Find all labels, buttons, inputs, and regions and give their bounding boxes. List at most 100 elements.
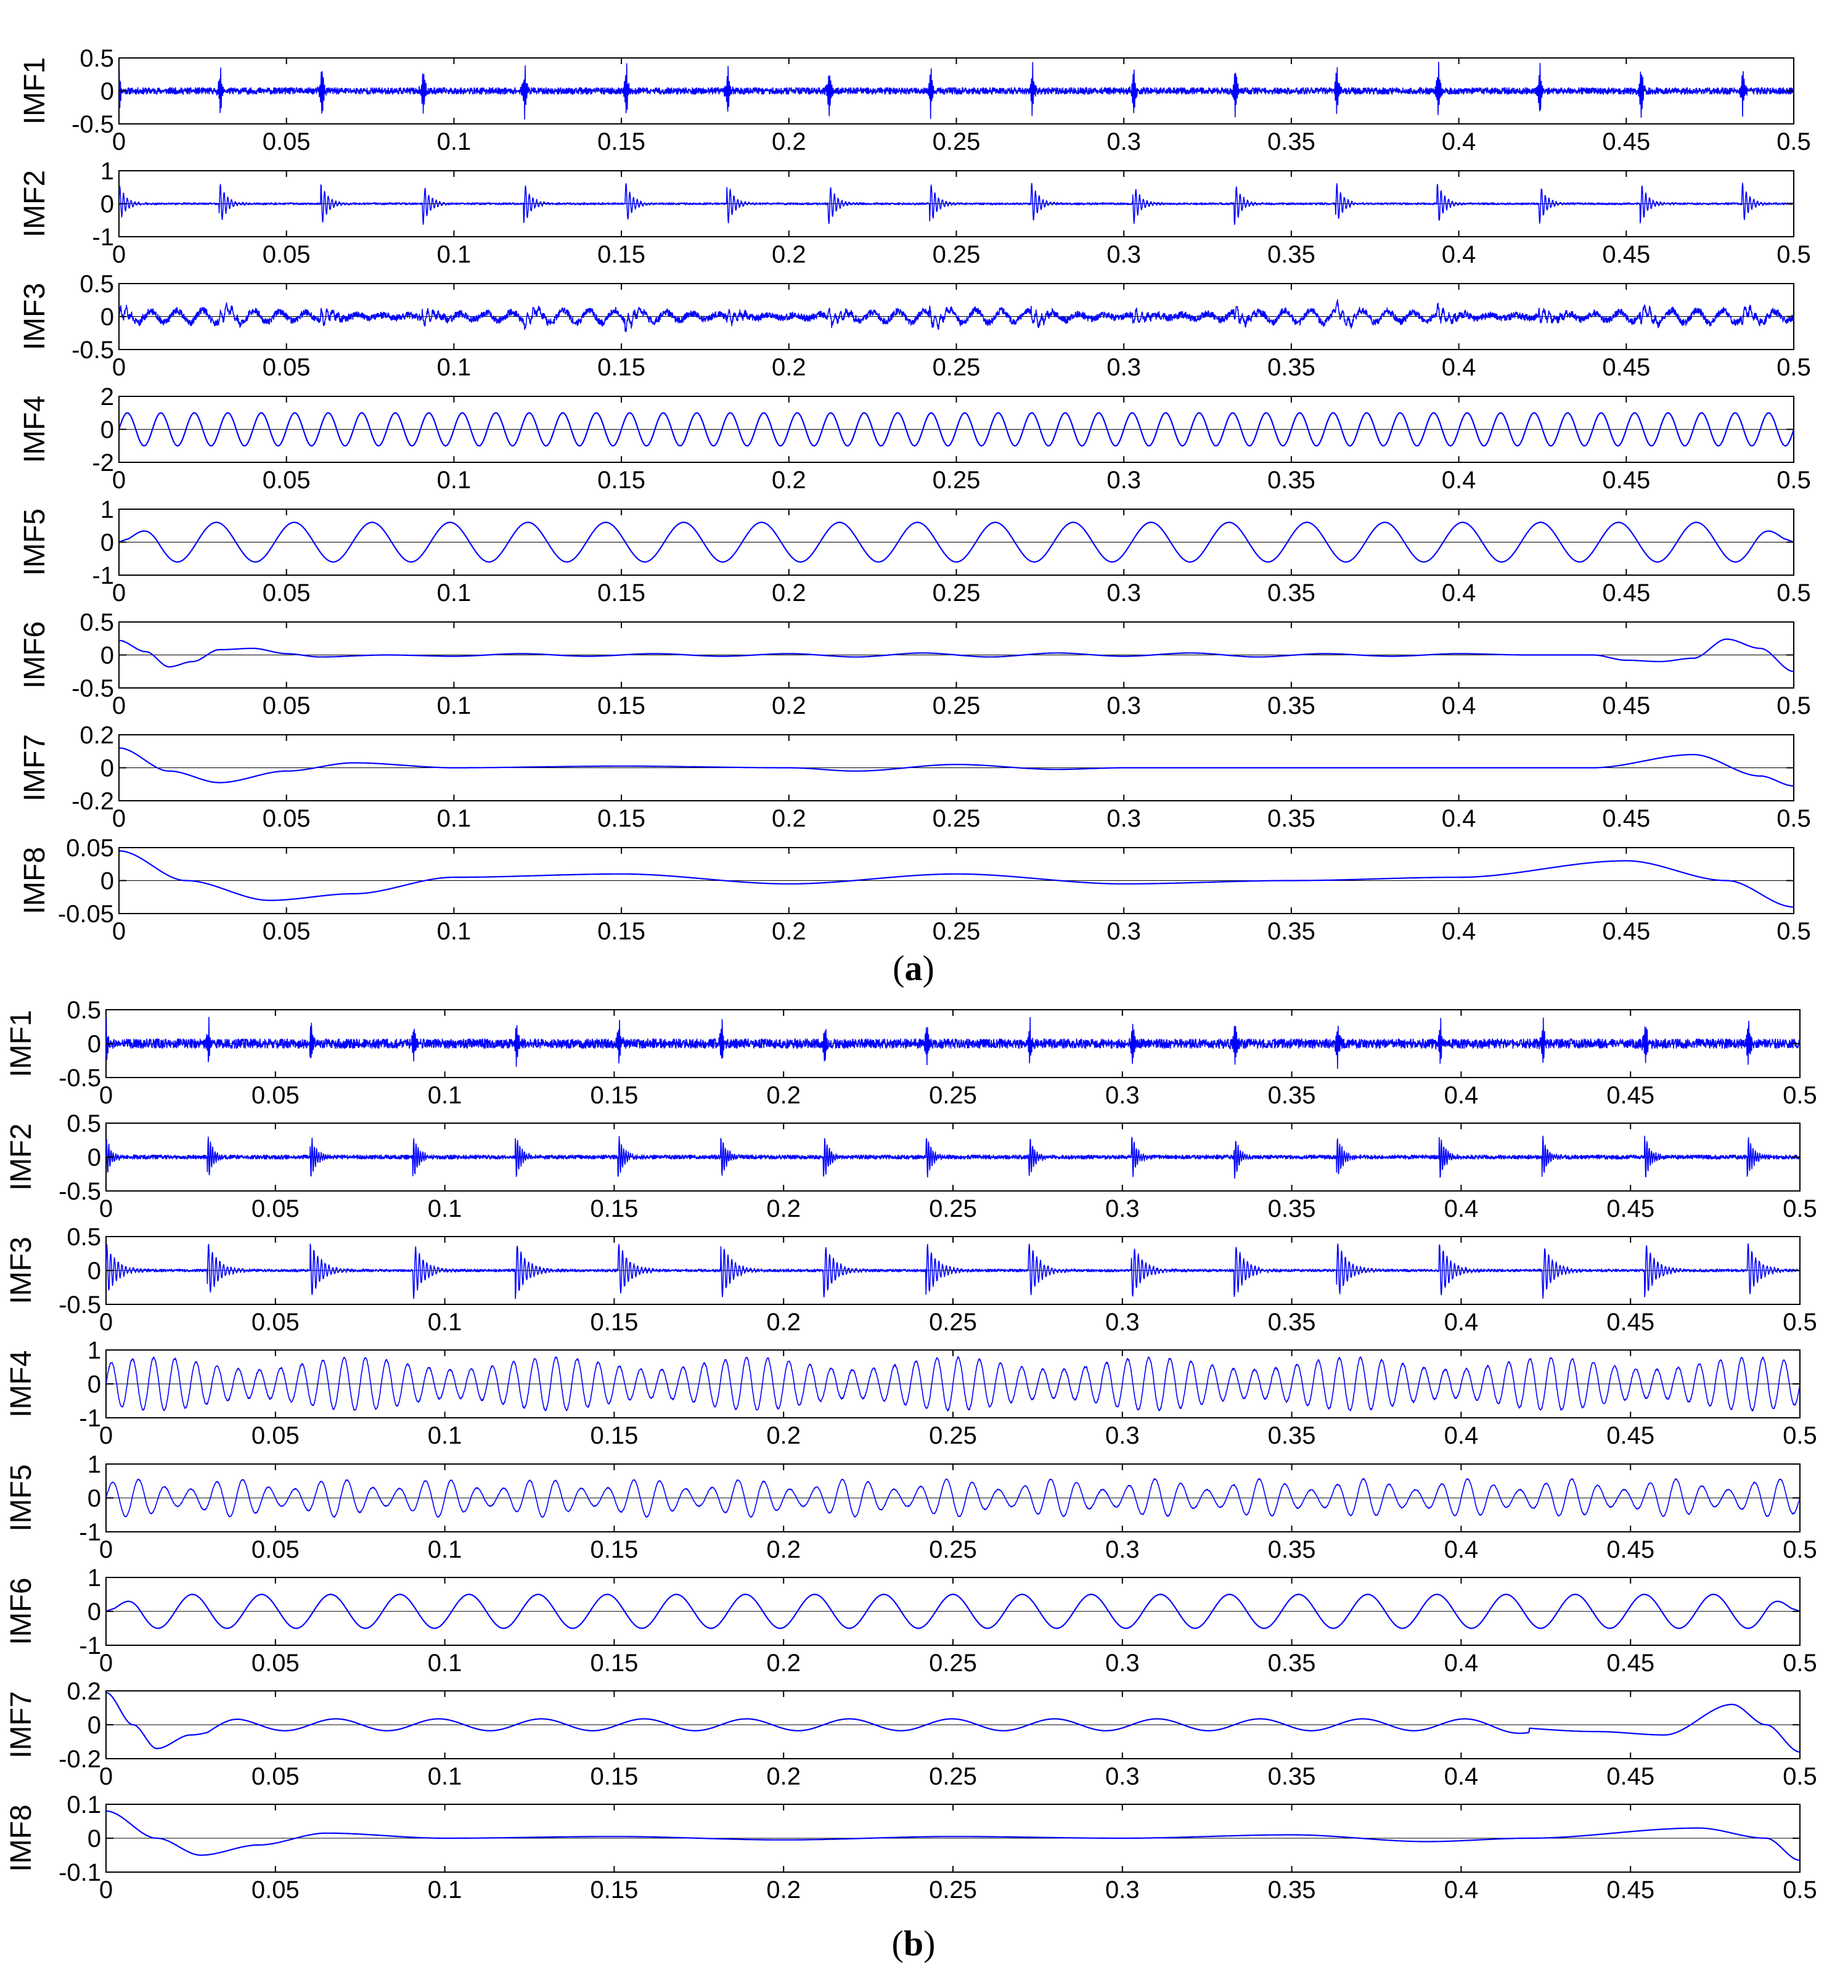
x-tick-label: 0.15 bbox=[590, 1082, 638, 1109]
x-tick-label: 0.5 bbox=[1776, 354, 1811, 381]
y-axis-label: IMF3 bbox=[5, 1237, 38, 1304]
y-tick-label: 1 bbox=[88, 1565, 101, 1592]
x-tick-label: 0.3 bbox=[1105, 1422, 1140, 1449]
x-tick-label: 0.5 bbox=[1776, 467, 1811, 494]
panel-b-5: 10-10 0.05 0.1 0.15 0.2 0.25 0.3 0.35 0.4 0.45 0.5… bbox=[5, 1451, 1817, 1563]
x-tick-label: 0.5 bbox=[1783, 1309, 1817, 1336]
x-tick-label: 0.5 bbox=[1776, 692, 1811, 719]
y-tick-label: -0.5 bbox=[72, 111, 114, 138]
series-line-imf3 bbox=[106, 1243, 1800, 1299]
x-tick-label: 0.2 bbox=[766, 1309, 801, 1336]
panel-a-1: 0.50-0.50 0.05 0.1 0.15 0.2 0.25 0.3 0.35 0.4 0.4… bbox=[18, 45, 1811, 155]
panel-b-1: 0.50-0.50 0.05 0.1 0.15 0.2 0.25 0.3 0.35 0.4 0.4… bbox=[5, 997, 1817, 1109]
x-tick-label: 0 bbox=[112, 692, 126, 719]
y-tick-label: 0.5 bbox=[67, 1224, 101, 1251]
x-tick-label: 0.4 bbox=[1442, 467, 1476, 494]
panel-a-3: 0.50-0.50 0.05 0.1 0.15 0.2 0.25 0.3 0.35 0.4 0.4… bbox=[18, 271, 1811, 381]
x-tick-label: 0.1 bbox=[428, 1763, 462, 1790]
panel-a-2: 10-10 0.05 0.1 0.15 0.2 0.25 0.3 0.35 0.4 0.45 0.5… bbox=[18, 158, 1811, 268]
x-tick-label: 0.3 bbox=[1105, 1763, 1140, 1790]
x-tick-label: 0.1 bbox=[437, 467, 472, 494]
x-tick-label: 0.2 bbox=[772, 467, 806, 494]
x-tick-label: 0.1 bbox=[428, 1195, 462, 1222]
x-tick-label: 0.2 bbox=[772, 241, 806, 268]
subfigure-a: 0.5 0 -0.5 0 0.05 0.1 0.15 0.2 0.25 0.3 0.35 0.4 0.4… bbox=[18, 45, 1811, 945]
x-tick-label: 0.45 bbox=[1602, 354, 1650, 381]
x-tick-label: 0.45 bbox=[1606, 1309, 1654, 1336]
panel-a-5: 10-10 0.05 0.1 0.15 0.2 0.25 0.3 0.35 0.4 0.45 0.5… bbox=[18, 496, 1811, 607]
x-tick-label: 0 bbox=[99, 1309, 113, 1336]
y-axis-label: IMF1 bbox=[5, 1010, 38, 1077]
y-tick-label: 0 bbox=[100, 868, 114, 895]
y-tick-label: 0 bbox=[100, 755, 114, 782]
x-tick-label: 0.45 bbox=[1602, 241, 1650, 268]
x-tick-label: 0.05 bbox=[251, 1650, 300, 1677]
y-tick-label: 0 bbox=[100, 78, 114, 105]
x-tick-label: 0.4 bbox=[1444, 1309, 1479, 1336]
y-tick-label: -1 bbox=[92, 562, 114, 589]
y-tick-label: 0.5 bbox=[67, 997, 101, 1024]
x-tick-label: 0.3 bbox=[1106, 241, 1141, 268]
y-axis-label: IMF6 bbox=[18, 621, 51, 689]
x-tick-label: 0.3 bbox=[1106, 128, 1141, 155]
x-tick-label: 0.15 bbox=[590, 1876, 638, 1904]
x-tick-label: 0.3 bbox=[1105, 1536, 1140, 1563]
y-tick-label: 1 bbox=[100, 158, 114, 185]
x-tick-label: 0.1 bbox=[437, 805, 472, 832]
panel-b-4: 10-10 0.05 0.1 0.15 0.2 0.25 0.3 0.35 0.4 0.45 0.5… bbox=[5, 1337, 1817, 1449]
x-tick-label: 0.25 bbox=[933, 354, 981, 381]
x-tick-label: 0.4 bbox=[1442, 354, 1476, 381]
x-tick-label: 0 bbox=[112, 918, 126, 945]
caption-b: (b) bbox=[892, 1923, 936, 1963]
series-line-imf3 bbox=[119, 299, 1794, 332]
x-tick-label: 0.45 bbox=[1602, 467, 1650, 494]
y-axis-label: IMF8 bbox=[18, 847, 51, 914]
series-line-imf2 bbox=[119, 182, 1794, 225]
x-tick-label: 0.35 bbox=[1268, 1082, 1316, 1109]
x-tick-label: 0.1 bbox=[437, 241, 472, 268]
x-tick-label: 0.5 bbox=[1783, 1082, 1817, 1109]
panel-a-7: 0.20-0.20 0.05 0.1 0.15 0.2 0.25 0.3 0.35 0.4 0.4… bbox=[18, 722, 1811, 832]
x-tick-label: 0.35 bbox=[1267, 241, 1315, 268]
x-tick-label: 0.05 bbox=[263, 128, 311, 155]
x-tick-label: 0.3 bbox=[1105, 1195, 1140, 1222]
caption-a-open: ( bbox=[893, 948, 904, 988]
x-tick-label: 0.4 bbox=[1444, 1876, 1479, 1904]
x-tick-label: 0.05 bbox=[251, 1536, 300, 1563]
series-line-imf5 bbox=[106, 1478, 1800, 1518]
y-tick-label: 0 bbox=[88, 1144, 101, 1171]
y-tick-label: 0 bbox=[100, 530, 114, 557]
x-tick-label: 0.15 bbox=[590, 1422, 638, 1449]
series-line-imf8 bbox=[119, 850, 1794, 908]
x-tick-label: 0.05 bbox=[263, 918, 311, 945]
series-line-imf6 bbox=[119, 638, 1794, 673]
x-tick-label: 0.1 bbox=[428, 1422, 462, 1449]
x-tick-label: 0.45 bbox=[1606, 1650, 1654, 1677]
x-tick-label: 0.35 bbox=[1267, 918, 1315, 945]
x-tick-label: 0.4 bbox=[1444, 1650, 1479, 1677]
x-tick-label: 0 bbox=[112, 579, 126, 607]
x-tick-label: 0.15 bbox=[590, 1309, 638, 1336]
x-tick-label: 0.1 bbox=[428, 1082, 462, 1109]
x-tick-label: 0.15 bbox=[597, 805, 645, 832]
y-tick-label: 0 bbox=[88, 1598, 101, 1626]
x-tick-label: 0.05 bbox=[251, 1422, 300, 1449]
x-tick-label: 0.25 bbox=[929, 1536, 977, 1563]
series-line-imf1 bbox=[119, 62, 1794, 120]
series-line-imf2 bbox=[106, 1135, 1800, 1179]
panel-b-2: 0.50-0.50 0.05 0.1 0.15 0.2 0.25 0.3 0.35 0.4 0.4… bbox=[5, 1110, 1817, 1222]
panel-b-6: 10-10 0.05 0.1 0.15 0.2 0.25 0.3 0.35 0.4 0.45 0.5… bbox=[5, 1565, 1817, 1677]
x-tick-label: 0.05 bbox=[263, 692, 311, 719]
x-tick-label: 0.1 bbox=[437, 579, 472, 607]
x-tick-label: 0.05 bbox=[263, 805, 311, 832]
x-tick-label: 0.05 bbox=[251, 1309, 300, 1336]
x-tick-label: 0.05 bbox=[251, 1082, 300, 1109]
y-tick-label: 0 bbox=[88, 1825, 101, 1852]
x-tick-label: 0.3 bbox=[1105, 1876, 1140, 1904]
x-tick-label: 0.45 bbox=[1606, 1195, 1654, 1222]
x-tick-label: 0 bbox=[99, 1650, 113, 1677]
y-tick-label: 0 bbox=[88, 1371, 101, 1398]
y-tick-label: -0.5 bbox=[59, 1178, 101, 1205]
x-tick-label: 0.5 bbox=[1783, 1876, 1817, 1904]
y-axis-label: IMF6 bbox=[5, 1577, 38, 1645]
